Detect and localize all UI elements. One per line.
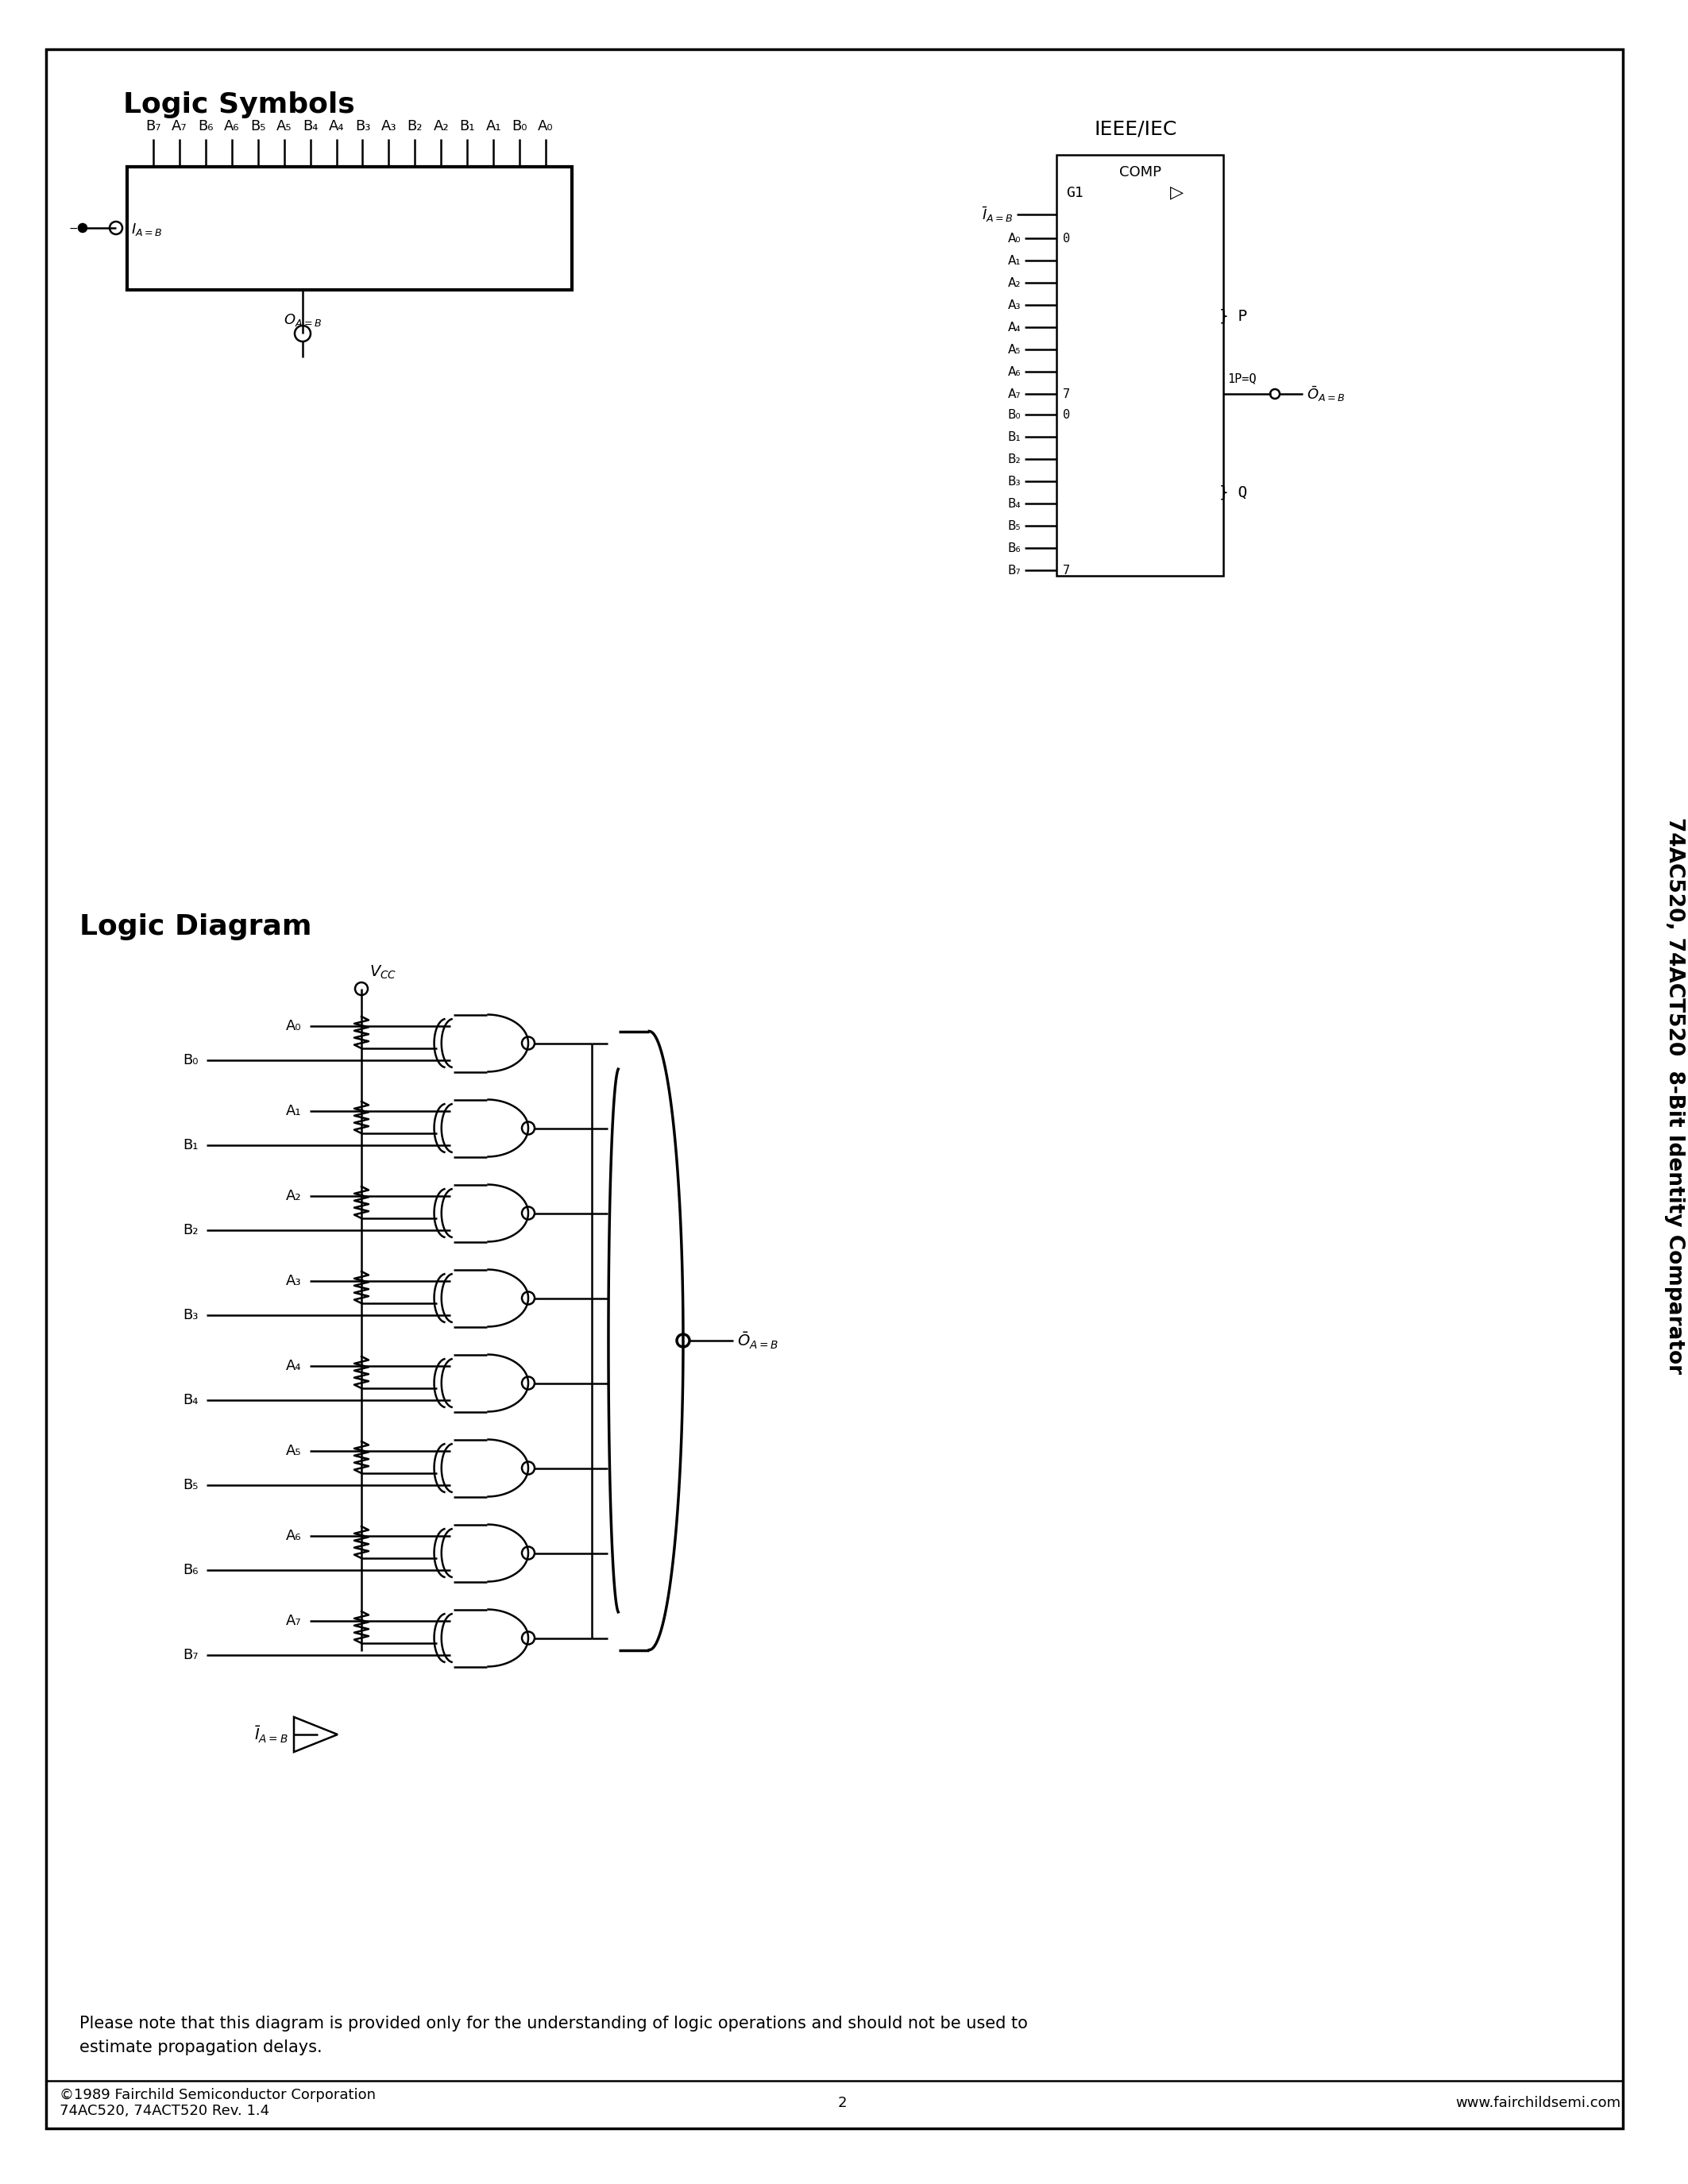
- Text: B₇: B₇: [145, 120, 160, 133]
- Text: B₇: B₇: [182, 1649, 197, 1662]
- Text: A₇: A₇: [172, 120, 187, 133]
- Text: A₃: A₃: [285, 1273, 302, 1289]
- Text: estimate propagation delays.: estimate propagation delays.: [79, 2040, 322, 2055]
- Text: B₃: B₃: [182, 1308, 197, 1321]
- Text: B₁: B₁: [459, 120, 474, 133]
- Text: A₂: A₂: [434, 120, 449, 133]
- Text: A₇: A₇: [285, 1614, 302, 1627]
- Text: B₃: B₃: [354, 120, 370, 133]
- Bar: [127, 166, 572, 290]
- Text: $\bar{I}_{A=B}$: $\bar{I}_{A=B}$: [981, 205, 1013, 223]
- Text: $\bar{O}_{A=B}$: $\bar{O}_{A=B}$: [738, 1330, 778, 1350]
- Text: B₂: B₂: [182, 1223, 197, 1238]
- Text: A₂: A₂: [285, 1188, 302, 1203]
- Text: A₄: A₄: [329, 120, 344, 133]
- Text: G1: G1: [1067, 186, 1084, 201]
- Text: B₃: B₃: [1008, 476, 1021, 487]
- Text: A₁: A₁: [486, 120, 501, 133]
- Text: A₀: A₀: [285, 1020, 302, 1033]
- Text: $O_{A=B}$: $O_{A=B}$: [284, 312, 322, 328]
- Text: A₆: A₆: [225, 120, 240, 133]
- Text: B₆: B₆: [182, 1564, 197, 1577]
- Text: B₁: B₁: [182, 1138, 197, 1153]
- Text: Logic Diagram: Logic Diagram: [79, 913, 312, 941]
- Text: A₂: A₂: [1008, 277, 1021, 288]
- Text: ©1989 Fairchild Semiconductor Corporation: ©1989 Fairchild Semiconductor Corporatio…: [59, 2088, 376, 2103]
- Text: B₀: B₀: [511, 120, 527, 133]
- Text: B₅: B₅: [1008, 520, 1021, 531]
- Text: } Q: } Q: [1219, 485, 1247, 500]
- Text: 1P=Q: 1P=Q: [1227, 373, 1256, 384]
- Text: B₀: B₀: [182, 1053, 197, 1068]
- Text: B₅: B₅: [250, 120, 265, 133]
- Text: B₆: B₆: [197, 120, 213, 133]
- Text: A₁: A₁: [1008, 256, 1021, 266]
- Text: $\bar{O}_{A=B}$: $\bar{O}_{A=B}$: [1307, 384, 1345, 404]
- Text: 0: 0: [1063, 232, 1070, 245]
- Text: B₁: B₁: [1008, 430, 1021, 443]
- Text: $-$: $-$: [68, 223, 78, 234]
- Text: 74AC520, 74ACT520 Rev. 1.4: 74AC520, 74ACT520 Rev. 1.4: [59, 2103, 270, 2118]
- Text: A₀: A₀: [1008, 232, 1021, 245]
- Text: B₀: B₀: [1008, 408, 1021, 422]
- Text: A₃: A₃: [381, 120, 397, 133]
- Text: 0: 0: [1063, 408, 1070, 422]
- Text: A₅: A₅: [285, 1444, 302, 1459]
- Text: A₆: A₆: [285, 1529, 302, 1544]
- Text: B₄: B₄: [302, 120, 317, 133]
- Text: B₅: B₅: [182, 1479, 197, 1492]
- Text: B₄: B₄: [1008, 498, 1021, 509]
- Text: B₇: B₇: [1008, 563, 1021, 577]
- Circle shape: [79, 225, 86, 232]
- Text: } P: } P: [1219, 308, 1247, 323]
- Text: 74AC520, 74ACT520  8-Bit Identity Comparator: 74AC520, 74ACT520 8-Bit Identity Compara…: [1664, 817, 1685, 1374]
- Text: A₆: A₆: [1008, 365, 1021, 378]
- Text: 7: 7: [1063, 389, 1070, 400]
- Text: 7: 7: [1063, 563, 1070, 577]
- Text: COMP: COMP: [1119, 166, 1161, 179]
- Text: 2: 2: [837, 2097, 847, 2110]
- Text: A₁: A₁: [285, 1103, 302, 1118]
- Text: Please note that this diagram is provided only for the understanding of logic op: Please note that this diagram is provide…: [79, 2016, 1028, 2031]
- Text: A₇: A₇: [1008, 389, 1021, 400]
- Text: B₄: B₄: [182, 1393, 197, 1406]
- Text: www.fairchildsemi.com: www.fairchildsemi.com: [1455, 2097, 1620, 2110]
- Text: B₂: B₂: [407, 120, 422, 133]
- Text: $\triangleright$: $\triangleright$: [1170, 183, 1185, 201]
- Text: $V_{CC}$: $V_{CC}$: [370, 963, 397, 981]
- Text: A₀: A₀: [538, 120, 554, 133]
- Text: A₄: A₄: [1008, 321, 1021, 334]
- Text: $\bar{I}_{A=B}$: $\bar{I}_{A=B}$: [255, 1725, 289, 1745]
- Text: B₆: B₆: [1008, 542, 1021, 555]
- Text: $I_{A=B}$: $I_{A=B}$: [132, 221, 162, 238]
- Text: Logic Symbols: Logic Symbols: [123, 92, 354, 118]
- Text: IEEE/IEC: IEEE/IEC: [1094, 120, 1177, 138]
- Text: A₃: A₃: [1008, 299, 1021, 310]
- Bar: [1057, 155, 1224, 577]
- Text: A₅: A₅: [277, 120, 292, 133]
- Text: B₂: B₂: [1008, 452, 1021, 465]
- Text: A₅: A₅: [1008, 343, 1021, 356]
- Text: A₄: A₄: [285, 1358, 302, 1374]
